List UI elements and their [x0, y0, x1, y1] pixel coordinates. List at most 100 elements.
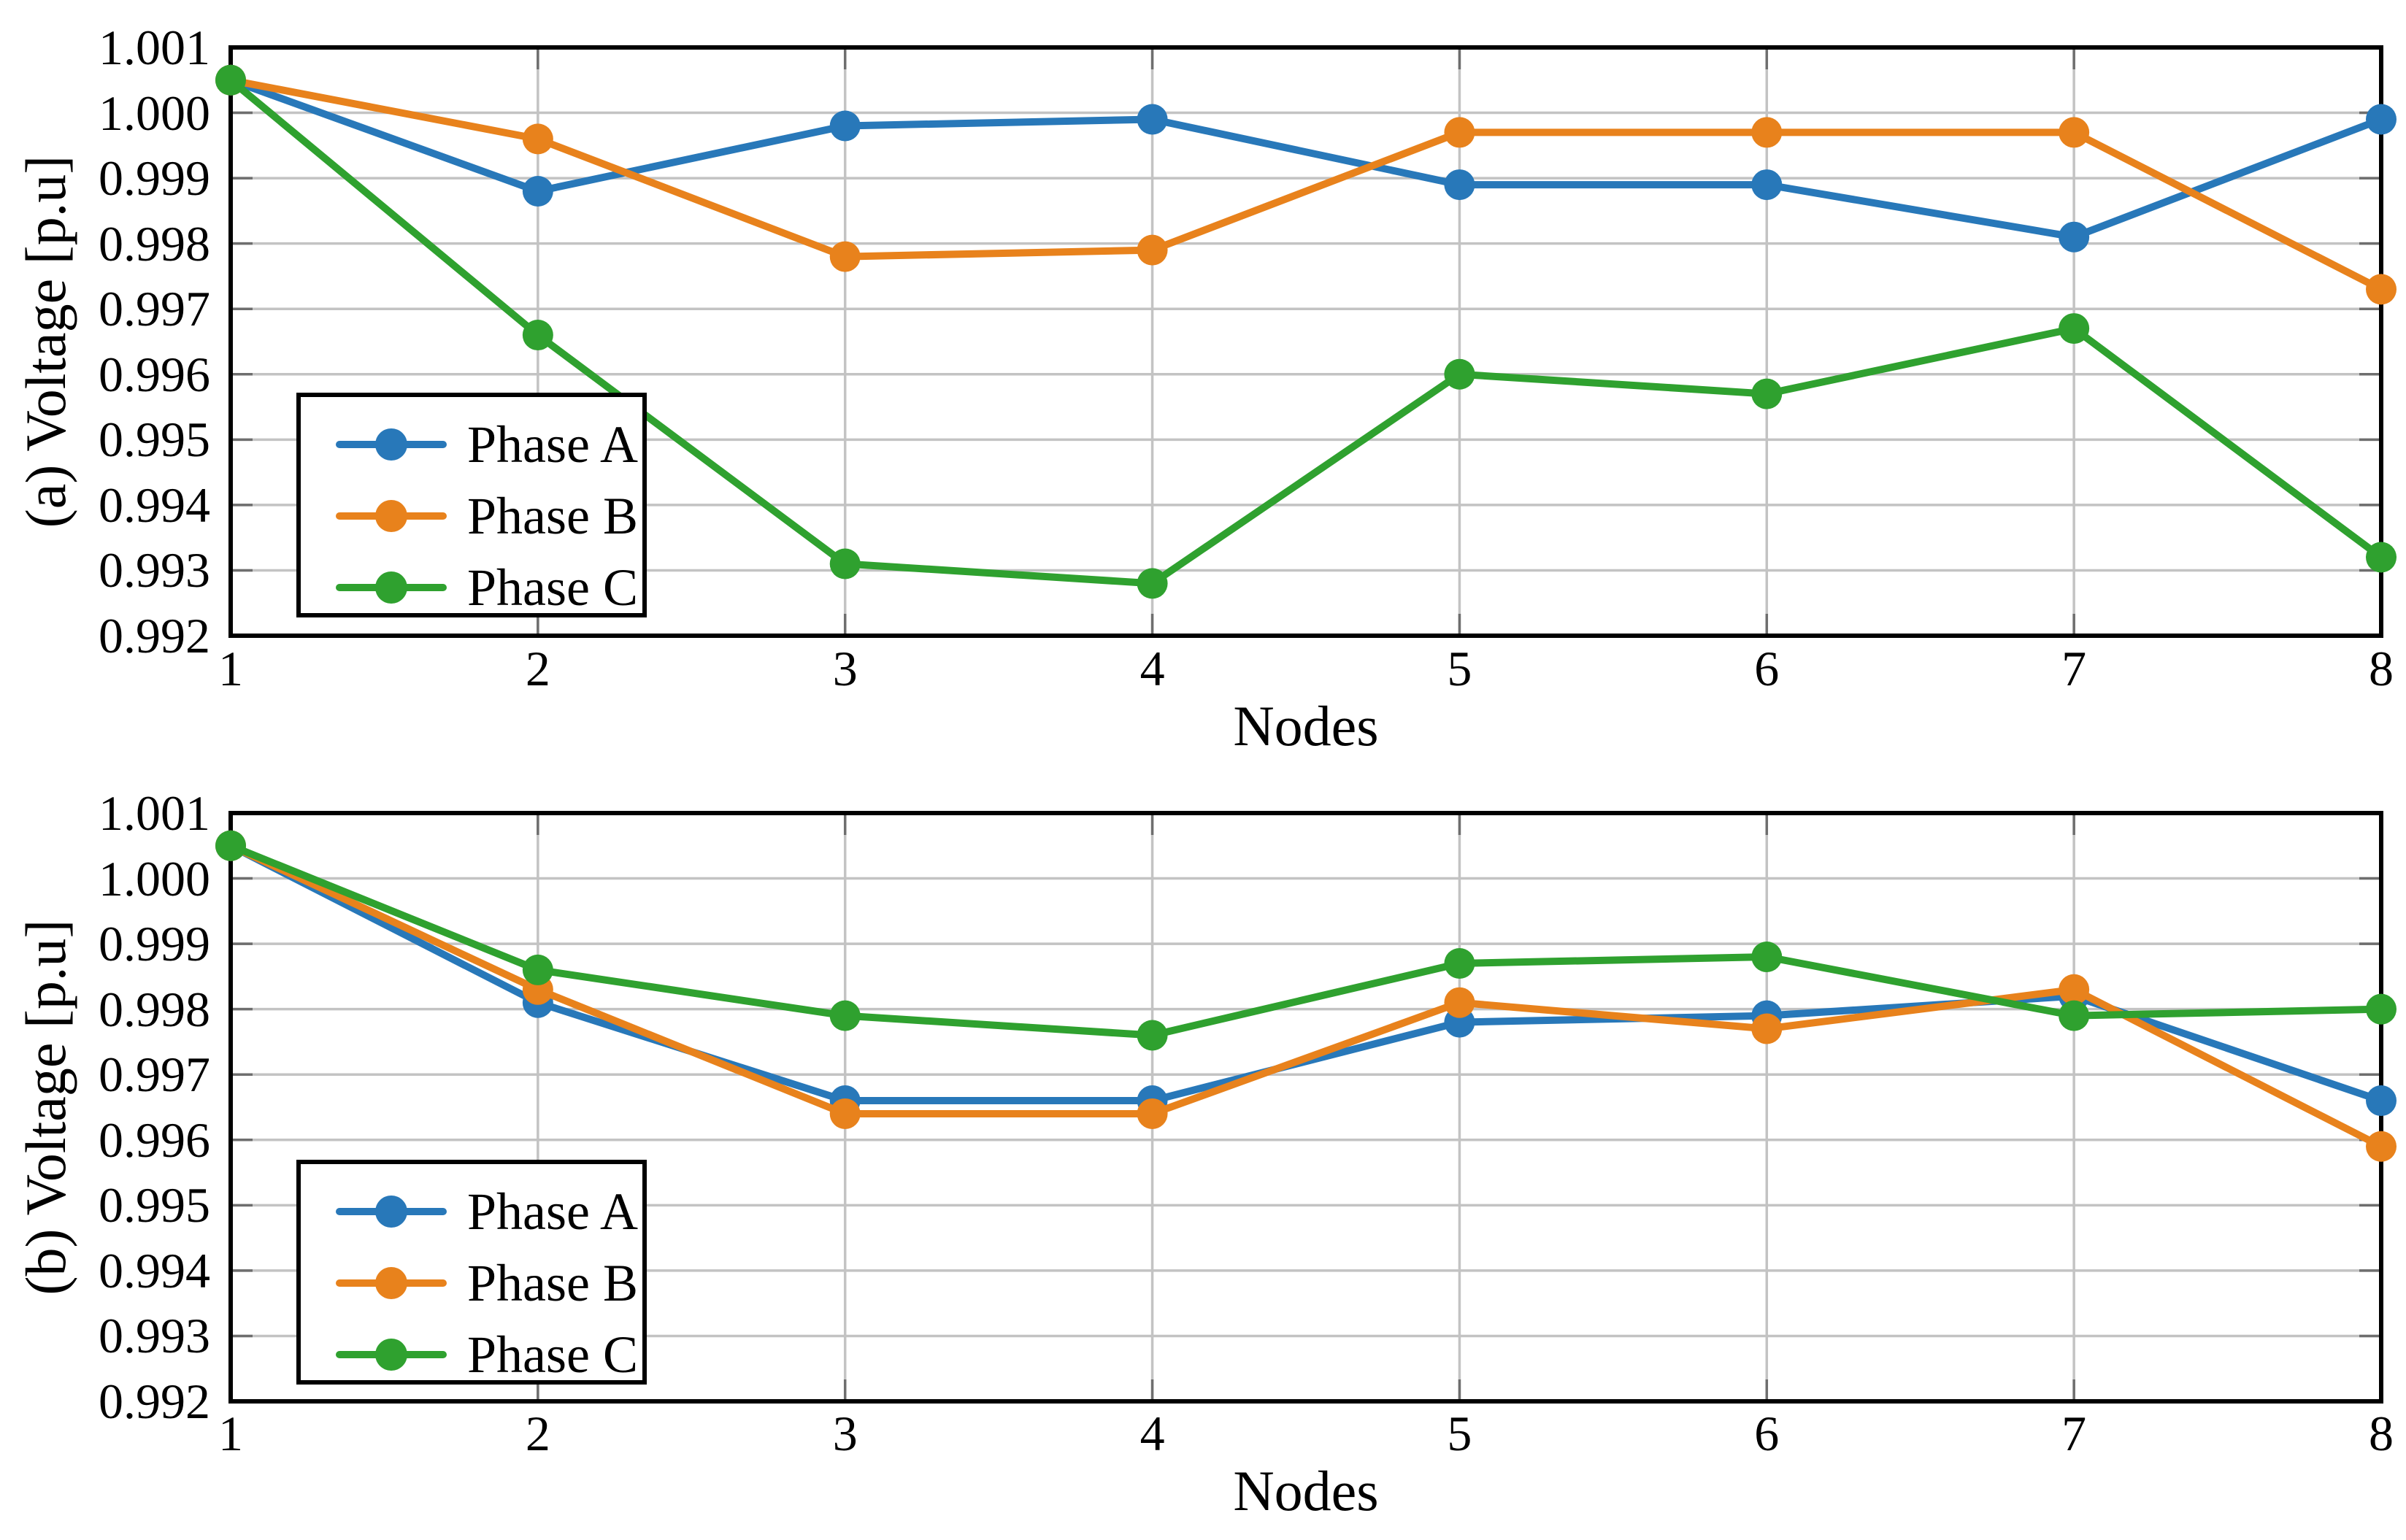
data-point-marker	[522, 123, 553, 155]
x-tick-label: 4	[1139, 1406, 1165, 1461]
y-tick-label: 1.000	[99, 85, 210, 141]
x-tick-label: 6	[1754, 1406, 1780, 1461]
data-point-marker	[2059, 221, 2090, 253]
plot-b-legend: Phase A Phase B Phase C	[296, 1160, 647, 1385]
y-tick-label: 0.992	[99, 1374, 210, 1429]
data-point-marker	[522, 320, 553, 351]
data-point-marker	[215, 64, 246, 96]
data-point-marker	[1444, 947, 1475, 979]
data-point-marker	[2366, 274, 2397, 305]
x-tick-label: 7	[2061, 1406, 2087, 1461]
series-line	[227, 76, 2385, 241]
data-point-marker	[1444, 358, 1475, 390]
legend-label: Phase C	[467, 558, 638, 617]
legend-label: Phase A	[467, 415, 638, 474]
data-point-marker	[1137, 568, 1168, 599]
data-point-marker	[1137, 1020, 1168, 1051]
legend-marker-dot	[375, 1196, 407, 1228]
legend-item-phase-a: Phase A	[301, 409, 642, 480]
series-line	[227, 76, 2385, 293]
x-tick-label: 2	[525, 641, 550, 696]
data-point-marker	[522, 176, 553, 207]
data-point-marker	[2059, 1000, 2090, 1031]
legend-line-marker-sample	[336, 1266, 447, 1300]
legend-label: Phase A	[467, 1182, 638, 1241]
data-point-marker	[2366, 542, 2397, 573]
legend-line-marker-sample	[336, 1195, 447, 1228]
y-tick-label: 0.999	[99, 916, 210, 972]
series-phase-c	[215, 830, 2397, 1051]
legend-line-marker-sample	[336, 1338, 447, 1371]
legend-label: Phase B	[467, 487, 638, 545]
data-point-marker	[2366, 104, 2397, 135]
y-tick-label: 0.993	[99, 1308, 210, 1364]
legend-item-phase-b: Phase B	[301, 1247, 642, 1319]
data-point-marker	[1137, 104, 1168, 135]
data-point-marker	[1444, 169, 1475, 201]
y-tick-label: 1.001	[99, 20, 210, 75]
data-point-marker	[1751, 169, 1783, 201]
legend-marker-dot	[375, 1267, 407, 1299]
x-tick-label: 3	[832, 641, 858, 696]
plot-a-x-axis-label: Nodes	[1233, 694, 1379, 758]
legend-line-marker-sample	[336, 499, 447, 533]
data-point-marker	[2366, 1085, 2397, 1117]
y-tick-label: 0.997	[99, 281, 210, 337]
y-tick-label: 0.992	[99, 608, 210, 663]
x-tick-label: 5	[1447, 641, 1472, 696]
data-point-marker	[1751, 378, 1783, 409]
data-point-marker	[1751, 942, 1783, 973]
axes-frame	[228, 45, 2383, 638]
legend-label: Phase C	[467, 1325, 638, 1384]
data-point-marker	[829, 548, 861, 580]
data-point-marker	[829, 110, 861, 142]
y-tick-label: 0.996	[99, 1112, 210, 1168]
data-point-marker	[2059, 117, 2090, 148]
x-tick-label: 1	[218, 641, 243, 696]
tick-marks	[233, 50, 2379, 634]
plot-b-x-axis-label: Nodes	[1233, 1459, 1379, 1522]
series-phase-c	[215, 64, 2397, 599]
data-point-marker	[1444, 117, 1475, 148]
x-tick-label: 4	[1139, 641, 1165, 696]
legend-marker-dot	[375, 500, 407, 532]
data-point-marker	[2059, 974, 2090, 1005]
data-point-marker	[2059, 313, 2090, 344]
x-tick-label: 5	[1447, 1406, 1472, 1461]
data-point-marker	[1444, 987, 1475, 1018]
x-tick-label: 8	[2369, 1406, 2394, 1461]
legend-marker-dot	[375, 428, 407, 461]
series-line	[227, 76, 2385, 588]
data-point-marker	[829, 1098, 861, 1129]
legend-item-phase-b: Phase B	[301, 480, 642, 552]
data-point-marker	[2366, 1131, 2397, 1162]
y-tick-label: 0.999	[99, 150, 210, 207]
y-tick-label: 0.994	[99, 1242, 210, 1298]
y-tick-label: 0.995	[99, 1177, 210, 1233]
plot-a-legend: Phase A Phase B Phase C	[296, 393, 647, 617]
legend-marker-dot	[375, 571, 407, 604]
y-tick-label: 0.993	[99, 542, 210, 598]
data-point-marker	[829, 1000, 861, 1031]
legend-item-phase-a: Phase A	[301, 1176, 642, 1247]
legend-line-marker-sample	[336, 428, 447, 461]
x-tick-label: 7	[2061, 641, 2087, 696]
data-point-marker	[1137, 1098, 1168, 1129]
data-point-marker	[1751, 1013, 1783, 1044]
x-tick-label: 2	[525, 1406, 550, 1461]
data-point-marker	[1751, 117, 1783, 148]
data-point-marker	[215, 830, 246, 861]
legend-item-phase-c: Phase C	[301, 552, 642, 623]
x-tick-label: 8	[2369, 641, 2394, 696]
y-tick-label: 1.000	[99, 850, 210, 906]
legend-marker-dot	[375, 1339, 407, 1371]
y-tick-label: 0.998	[99, 981, 210, 1037]
x-tick-label: 1	[218, 1406, 243, 1461]
data-point-marker	[1137, 234, 1168, 266]
legend-line-marker-sample	[336, 571, 447, 604]
data-point-marker	[829, 241, 861, 272]
data-point-marker	[522, 954, 553, 985]
y-tick-label: 0.996	[99, 346, 210, 402]
